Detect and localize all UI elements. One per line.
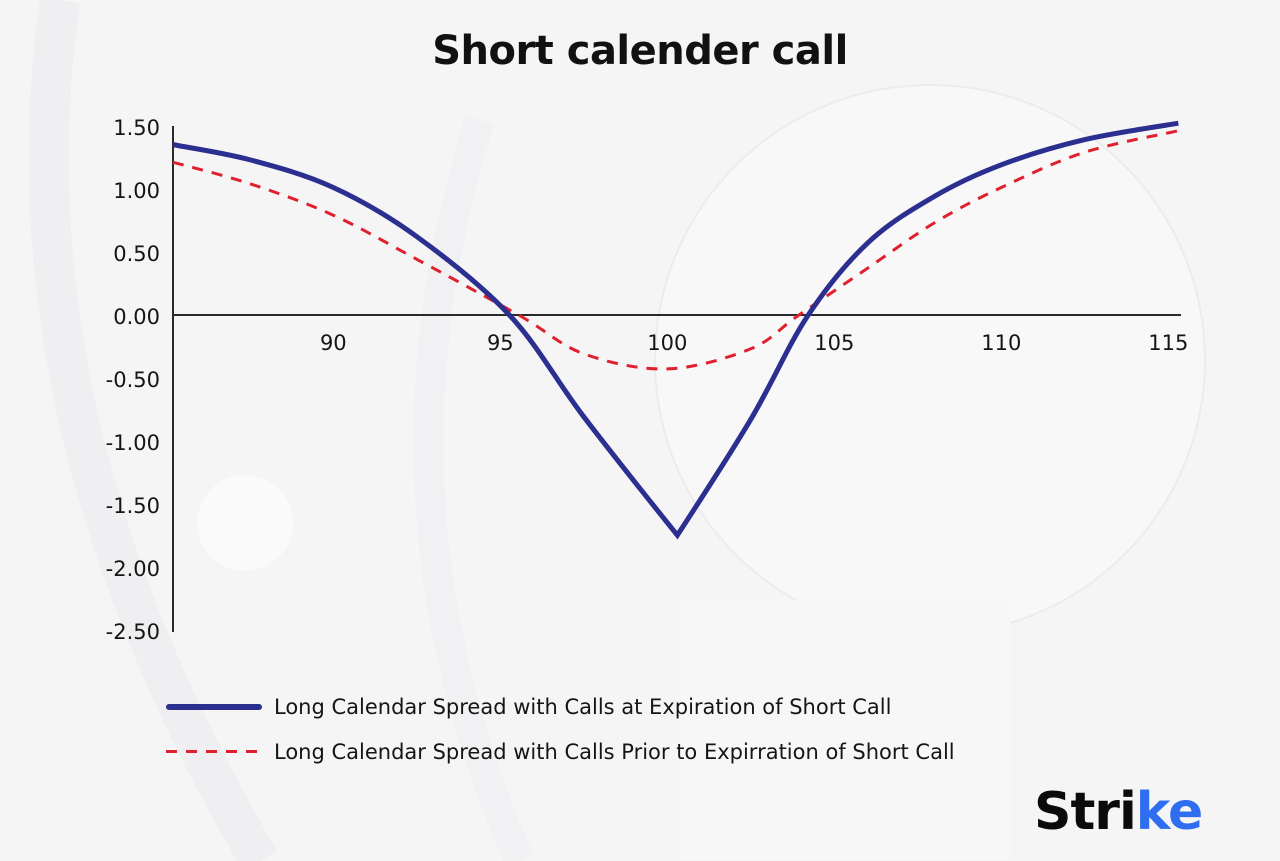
- legend-label: Long Calendar Spread with Calls Prior to…: [274, 739, 955, 764]
- logo-accent-text: ke: [1135, 782, 1203, 842]
- x-tick-label: 95: [487, 331, 514, 355]
- dashed-line-swatch-icon: [166, 750, 262, 753]
- solid-line-swatch-icon: [166, 703, 262, 710]
- legend-item-dashed: Long Calendar Spread with Calls Prior to…: [166, 729, 955, 774]
- x-tick-label: 110: [981, 331, 1021, 355]
- x-tick-label: 90: [320, 331, 347, 355]
- x-axis-ticks: 90 95 100 105 110 115: [320, 331, 1188, 355]
- y-tick-label: 0.00: [113, 305, 160, 329]
- series-prior-to-expiration-line: [172, 129, 1179, 371]
- y-tick-label: -2.50: [106, 620, 160, 644]
- legend-label: Long Calendar Spread with Calls at Expir…: [274, 694, 892, 719]
- chart-legend: Long Calendar Spread with Calls at Expir…: [166, 684, 955, 774]
- logo-text: Stri: [1034, 782, 1137, 842]
- chart-title: Short calender call: [432, 28, 848, 74]
- y-tick-label: 1.50: [113, 116, 160, 140]
- series-at-expiration-line: [172, 120, 1179, 540]
- y-tick-label: -0.50: [106, 368, 160, 392]
- x-tick-label: 115: [1148, 331, 1188, 355]
- y-tick-label: -1.00: [106, 431, 160, 455]
- y-tick-label: 0.50: [113, 242, 160, 266]
- y-tick-label: 1.00: [113, 179, 160, 203]
- x-tick-label: 105: [814, 331, 854, 355]
- legend-item-solid: Long Calendar Spread with Calls at Expir…: [166, 684, 955, 729]
- y-tick-label: -2.00: [106, 557, 160, 581]
- strike-logo: Strike: [1034, 782, 1203, 842]
- x-tick-label: 100: [647, 331, 687, 355]
- y-tick-label: -1.50: [106, 494, 160, 518]
- y-axis-ticks: 1.50 1.00 0.50 0.00 -0.50 -1.00 -1.50 -2.00 -2.5…: [106, 116, 160, 644]
